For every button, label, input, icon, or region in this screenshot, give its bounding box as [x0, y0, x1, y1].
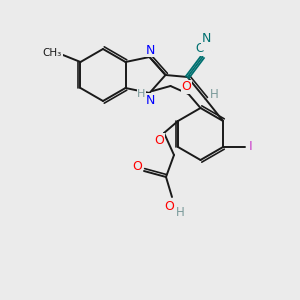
Text: H: H [210, 88, 219, 101]
Text: O: O [182, 80, 191, 94]
Text: C: C [195, 43, 204, 56]
Text: CH₃: CH₃ [43, 48, 62, 58]
Text: O: O [132, 160, 142, 173]
Text: N: N [146, 94, 155, 106]
Text: O: O [164, 200, 174, 212]
Text: H: H [176, 206, 184, 218]
Text: N: N [146, 44, 155, 56]
Text: I: I [249, 140, 253, 154]
Text: H: H [137, 89, 146, 99]
Text: N: N [202, 32, 211, 46]
Text: O: O [154, 134, 164, 146]
